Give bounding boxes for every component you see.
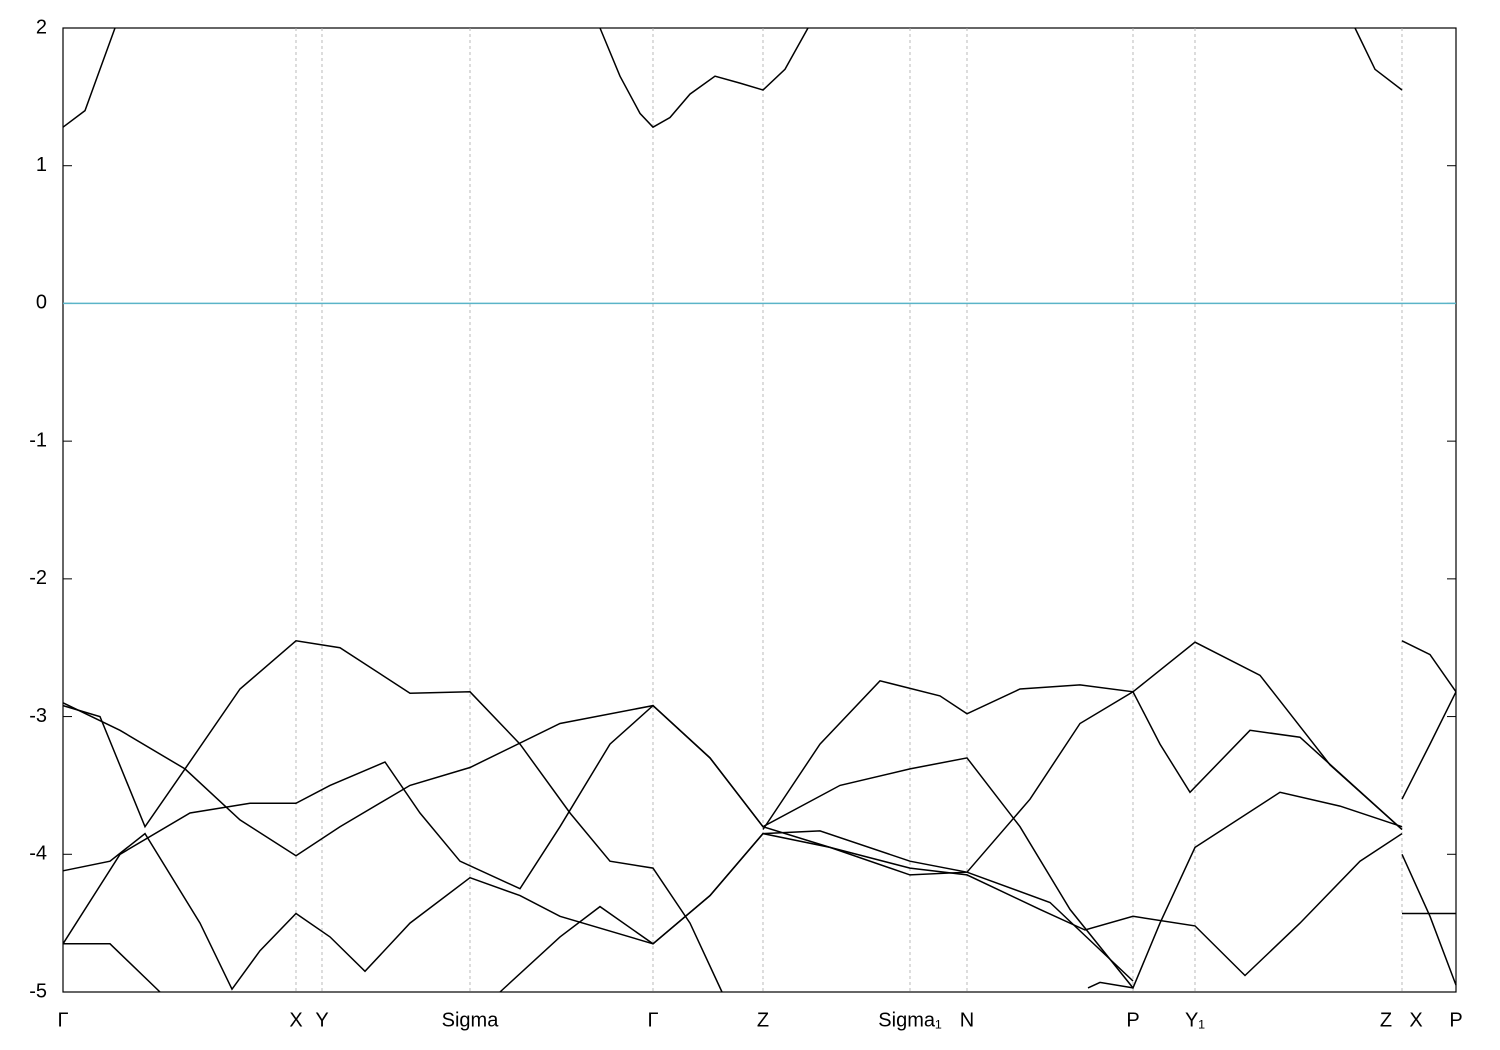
band-line xyxy=(1401,853,1457,986)
x-tick-label: Z xyxy=(1380,1009,1392,1031)
y-tick-label: -4 xyxy=(29,843,47,865)
band-line xyxy=(62,640,723,993)
band-line xyxy=(1401,691,1457,800)
x-tick-label: Z xyxy=(757,1009,769,1031)
x-tick-label: Sigma₁ xyxy=(878,1009,942,1031)
band-line xyxy=(62,702,1403,977)
y-tick-label: -5 xyxy=(29,980,47,1002)
y-tick-label: 1 xyxy=(36,154,47,176)
plot-frame xyxy=(62,27,1457,993)
band-line xyxy=(62,641,1403,991)
y-tick-label: -1 xyxy=(29,429,47,451)
x-tick-label: X xyxy=(289,1009,302,1031)
y-tick-label: 2 xyxy=(36,16,47,38)
x-tick-label: P xyxy=(1126,1009,1139,1031)
x-tick-label: Y₁ xyxy=(1185,1009,1205,1031)
x-tick-label: P xyxy=(1449,1009,1462,1031)
band-line xyxy=(62,704,1403,990)
band-line xyxy=(1401,640,1457,693)
band-line xyxy=(63,830,1134,993)
y-tick-label: -2 xyxy=(29,567,47,589)
x-tick-label: Y xyxy=(315,1009,328,1031)
x-tick-label: Sigma xyxy=(442,1009,500,1031)
x-tick-label: X xyxy=(1409,1009,1422,1031)
band-line xyxy=(62,27,1403,129)
y-tick-label: -3 xyxy=(29,705,47,727)
band-line xyxy=(762,679,1403,831)
band-line xyxy=(1087,981,1134,989)
x-tick-label: N xyxy=(960,1009,974,1031)
x-tick-label: Γ xyxy=(57,1009,68,1031)
y-tick-label: 0 xyxy=(36,292,47,314)
x-tick-label: Γ xyxy=(647,1009,658,1031)
